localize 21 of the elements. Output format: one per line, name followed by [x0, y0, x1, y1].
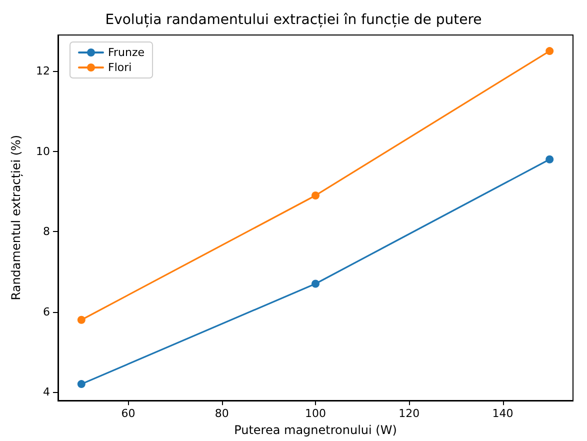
legend-label: Flori — [108, 61, 132, 74]
chart-title: Evoluția randamentului extracției în funcție de putere — [105, 12, 482, 28]
point — [546, 155, 554, 164]
x-tick-label: 120 — [398, 407, 420, 420]
point — [312, 191, 320, 200]
x-tick-label: 140 — [492, 407, 514, 420]
point — [77, 316, 86, 324]
x-tick-label: 100 — [305, 407, 326, 420]
y-axis-title: Randamentul extracției (%) — [9, 134, 23, 300]
y-tick-label: 4 — [43, 386, 50, 399]
y-tick-label: 6 — [43, 305, 50, 318]
point — [77, 380, 86, 388]
x-axis-title: Puterea magnetronului (W) — [234, 423, 397, 437]
legend-label: Frunze — [108, 46, 145, 59]
y-tick-label: 12 — [36, 64, 50, 78]
point — [312, 280, 320, 288]
point — [546, 47, 554, 56]
x-tick-label: 80 — [214, 407, 229, 420]
y-tick-label: 8 — [43, 225, 50, 238]
y-tick-label: 10 — [36, 144, 50, 158]
x-tick-label: 60 — [121, 407, 136, 420]
